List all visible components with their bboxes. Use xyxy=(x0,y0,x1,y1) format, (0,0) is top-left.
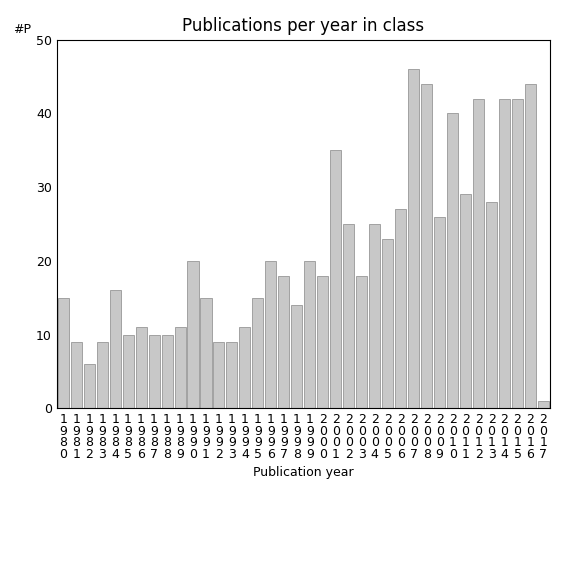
Bar xyxy=(395,209,406,408)
Bar xyxy=(538,401,549,408)
Bar xyxy=(343,224,354,408)
Bar xyxy=(201,298,211,408)
Bar xyxy=(356,276,367,408)
Bar xyxy=(226,342,238,408)
Bar xyxy=(96,342,108,408)
Bar xyxy=(239,327,251,408)
Bar xyxy=(84,364,95,408)
Bar xyxy=(149,335,159,408)
Bar xyxy=(188,261,198,408)
Bar xyxy=(252,298,264,408)
Y-axis label: #P: #P xyxy=(13,23,31,36)
Bar xyxy=(318,276,328,408)
X-axis label: Publication year: Publication year xyxy=(253,466,354,479)
Bar xyxy=(109,290,121,408)
Bar xyxy=(499,99,510,408)
Bar xyxy=(162,335,172,408)
Bar xyxy=(331,150,341,408)
Bar xyxy=(58,298,69,408)
Bar xyxy=(408,69,419,408)
Bar xyxy=(473,99,484,408)
Bar xyxy=(175,327,185,408)
Bar xyxy=(136,327,147,408)
Bar xyxy=(265,261,276,408)
Bar xyxy=(525,84,536,408)
Bar xyxy=(460,194,471,408)
Bar xyxy=(447,113,458,408)
Bar xyxy=(434,217,445,408)
Bar xyxy=(122,335,134,408)
Bar xyxy=(369,224,380,408)
Bar xyxy=(304,261,315,408)
Bar xyxy=(71,342,82,408)
Bar xyxy=(382,239,393,408)
Bar xyxy=(278,276,289,408)
Bar xyxy=(486,202,497,408)
Bar xyxy=(421,84,432,408)
Bar xyxy=(213,342,225,408)
Bar xyxy=(291,305,302,408)
Bar xyxy=(512,99,523,408)
Title: Publications per year in class: Publications per year in class xyxy=(182,18,425,35)
